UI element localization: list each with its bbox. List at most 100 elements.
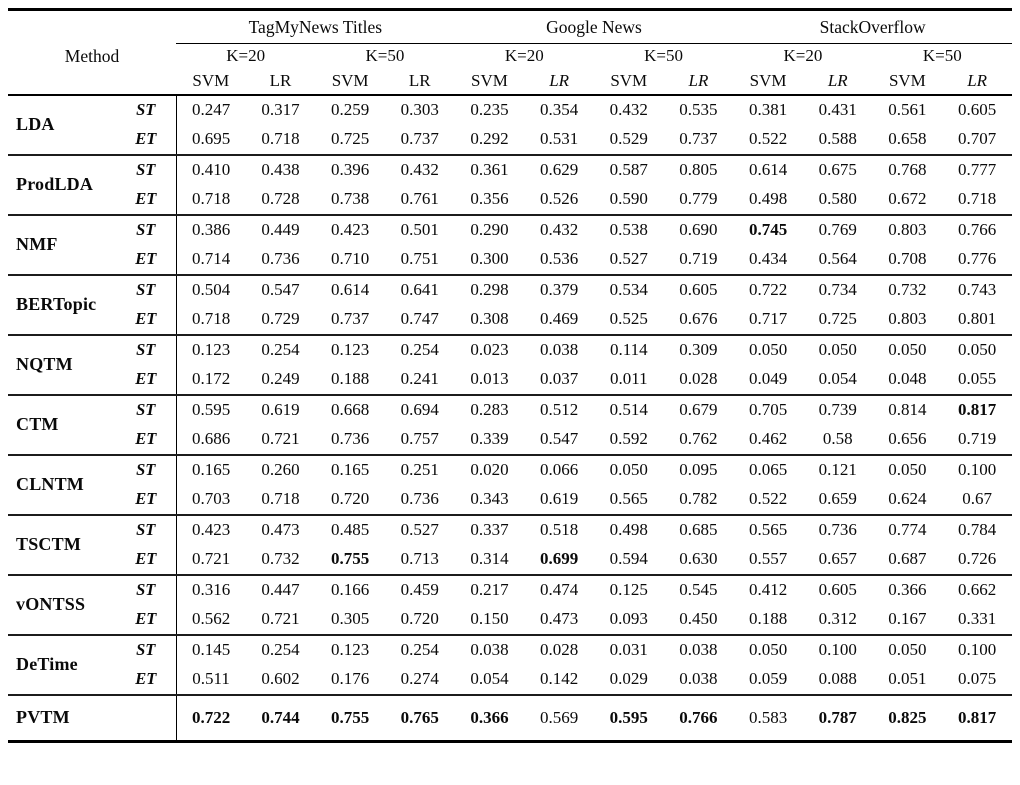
score-cell: 0.459 — [384, 573, 455, 605]
row-sublabel: ET — [120, 544, 177, 575]
score-cell: 0.721 — [191, 549, 231, 568]
score-cell: 0.545 — [663, 573, 734, 605]
score-cell: 0.123 — [176, 333, 246, 365]
score-cell: 0.751 — [400, 249, 439, 268]
table-row: ET 0.718 0.729 0.737 0.747 0.308 0.469 0.525 0.6… — [8, 304, 1012, 335]
score-cell: 0.100 — [942, 633, 1012, 665]
table-row: ET 0.695 0.718 0.725 0.737 0.292 0.531 0.529 0.7… — [8, 124, 1012, 155]
score-cell: 0.722 — [176, 693, 246, 743]
score-cell: 0.732 — [872, 273, 943, 305]
score-cell: 0.165 — [315, 453, 385, 485]
score-cell: 0.720 — [331, 489, 370, 508]
method-column-header: Method — [64, 45, 120, 66]
score-cell: 0.718 — [191, 189, 231, 208]
score-cell: 0.188 — [331, 369, 370, 388]
method-name: BERTopic — [8, 273, 120, 335]
score-cell: 0.757 — [400, 429, 439, 448]
score-cell: 0.569 — [524, 693, 594, 743]
score-cell: 0.561 — [872, 93, 943, 125]
score-cell: 0.694 — [384, 393, 455, 425]
score-cell: 0.718 — [957, 189, 997, 208]
score-cell: 0.431 — [802, 93, 873, 125]
score-cell: 0.498 — [748, 189, 788, 208]
score-cell: 0.386 — [176, 213, 246, 245]
score-cell: 0.719 — [679, 249, 718, 268]
score-cell: 0.687 — [888, 549, 927, 568]
score-cell: 0.432 — [524, 213, 594, 245]
score-cell: 0.038 — [663, 633, 734, 665]
table-row: PVTM 0.722 0.744 0.755 0.765 0.366 0.569 0.595 0… — [8, 693, 1012, 743]
k-header: K=50 — [644, 46, 684, 66]
row-sublabel: ST — [120, 273, 177, 305]
score-cell: 0.526 — [539, 189, 579, 208]
score-cell: 0.050 — [872, 453, 943, 485]
score-cell: 0.317 — [245, 93, 316, 125]
classifier-header: SVM — [176, 68, 246, 96]
score-cell: 0.303 — [384, 93, 455, 125]
score-cell: 0.055 — [957, 369, 997, 388]
table-row: NMF ST 0.386 0.449 0.423 0.501 0.290 0.432 0.538… — [8, 213, 1012, 275]
score-cell: 0.736 — [802, 513, 873, 545]
score-cell: 0.777 — [942, 153, 1012, 185]
row-sublabel — [120, 693, 177, 743]
score-cell: 0.744 — [245, 693, 316, 743]
score-cell: 0.059 — [748, 669, 788, 688]
score-cell: 0.305 — [331, 609, 370, 628]
classifier-header: LR — [942, 68, 1012, 96]
score-cell: 0.720 — [400, 609, 439, 628]
score-cell: 0.705 — [733, 393, 803, 425]
score-cell: 0.592 — [609, 429, 648, 448]
score-cell: 0.473 — [539, 609, 579, 628]
score-cell: 0.254 — [384, 333, 455, 365]
score-cell: 0.699 — [539, 549, 579, 568]
score-cell: 0.038 — [524, 333, 594, 365]
classifier-header: SVM — [454, 68, 525, 96]
score-cell: 0.485 — [315, 513, 385, 545]
score-cell: 0.565 — [609, 489, 648, 508]
score-cell: 0.668 — [315, 393, 385, 425]
method-block: BERTopic ST 0.504 0.547 0.614 0.641 0.298 0.379… — [8, 273, 1012, 335]
score-cell: 0.438 — [245, 153, 316, 185]
score-cell: 0.787 — [802, 693, 873, 743]
score-cell: 0.739 — [802, 393, 873, 425]
method-block: DeTime ST 0.145 0.254 0.123 0.254 0.038 0.028 0.… — [8, 633, 1012, 695]
score-cell: 0.514 — [593, 393, 664, 425]
method-header-spacer — [8, 8, 176, 44]
score-cell: 0.768 — [872, 153, 943, 185]
score-cell: 0.656 — [888, 429, 927, 448]
score-cell: 0.737 — [679, 129, 718, 148]
score-cell: 0.595 — [593, 693, 664, 743]
score-cell: 0.290 — [454, 213, 525, 245]
score-cell: 0.679 — [663, 393, 734, 425]
classifier-header: SVM — [872, 68, 943, 96]
score-cell: 0.316 — [176, 573, 246, 605]
score-cell: 0.766 — [663, 693, 734, 743]
row-sublabel: ST — [120, 513, 177, 545]
score-cell: 0.462 — [748, 429, 788, 448]
classifier-header: LR — [245, 68, 316, 96]
score-cell: 0.522 — [748, 129, 788, 148]
score-cell: 0.150 — [470, 609, 509, 628]
score-cell: 0.366 — [872, 573, 943, 605]
score-cell: 0.331 — [957, 609, 997, 628]
score-cell: 0.803 — [872, 213, 943, 245]
score-cell: 0.093 — [609, 609, 648, 628]
score-cell: 0.690 — [663, 213, 734, 245]
score-cell: 0.547 — [539, 429, 579, 448]
score-cell: 0.312 — [818, 609, 857, 628]
score-cell: 0.722 — [733, 273, 803, 305]
score-cell: 0.659 — [818, 489, 857, 508]
row-sublabel: ET — [120, 484, 177, 515]
classifier-header: SVM — [315, 68, 385, 96]
score-cell: 0.614 — [733, 153, 803, 185]
score-cell: 0.512 — [524, 393, 594, 425]
score-cell: 0.049 — [748, 369, 788, 388]
score-cell: 0.125 — [593, 573, 664, 605]
score-cell: 0.048 — [888, 369, 927, 388]
score-cell: 0.298 — [454, 273, 525, 305]
table-row: ET 0.721 0.732 0.755 0.713 0.314 0.699 0.594 0.6… — [8, 544, 1012, 575]
classifier-header: SVM — [593, 68, 664, 96]
table-row: vONTSS ST 0.316 0.447 0.166 0.459 0.217 0.474 0.… — [8, 573, 1012, 635]
score-cell: 0.527 — [609, 249, 648, 268]
group-header-stackoverflow: StackOverflow — [733, 8, 1012, 44]
